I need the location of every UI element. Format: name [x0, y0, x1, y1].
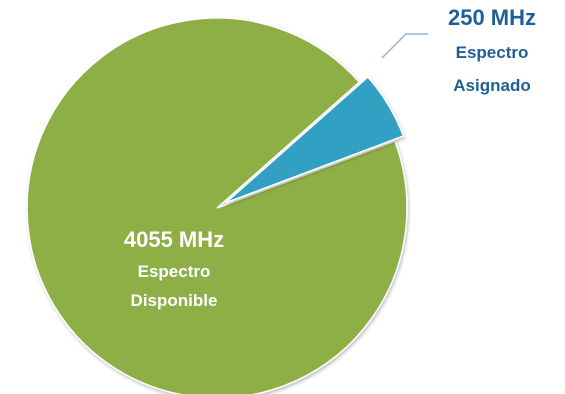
slice-espectro-asignado — [225, 75, 405, 204]
slice-espectro-disponible — [26, 17, 408, 394]
label-name-disponible-line2: Disponible — [131, 291, 218, 310]
pie-labels: 4055 MHz Espectro Disponible 250 MHz Espectr… — [124, 5, 536, 310]
label-value-asignado: 250 MHz — [448, 5, 536, 30]
label-value-disponible: 4055 MHz — [124, 227, 224, 252]
label-name-asignado-line2: Asignado — [453, 76, 530, 95]
label-name-disponible-line1: Espectro — [138, 262, 211, 281]
pie-slices — [26, 17, 408, 394]
label-name-asignado-line1: Espectro — [456, 43, 529, 62]
leader-line-asignado — [381, 33, 428, 59]
